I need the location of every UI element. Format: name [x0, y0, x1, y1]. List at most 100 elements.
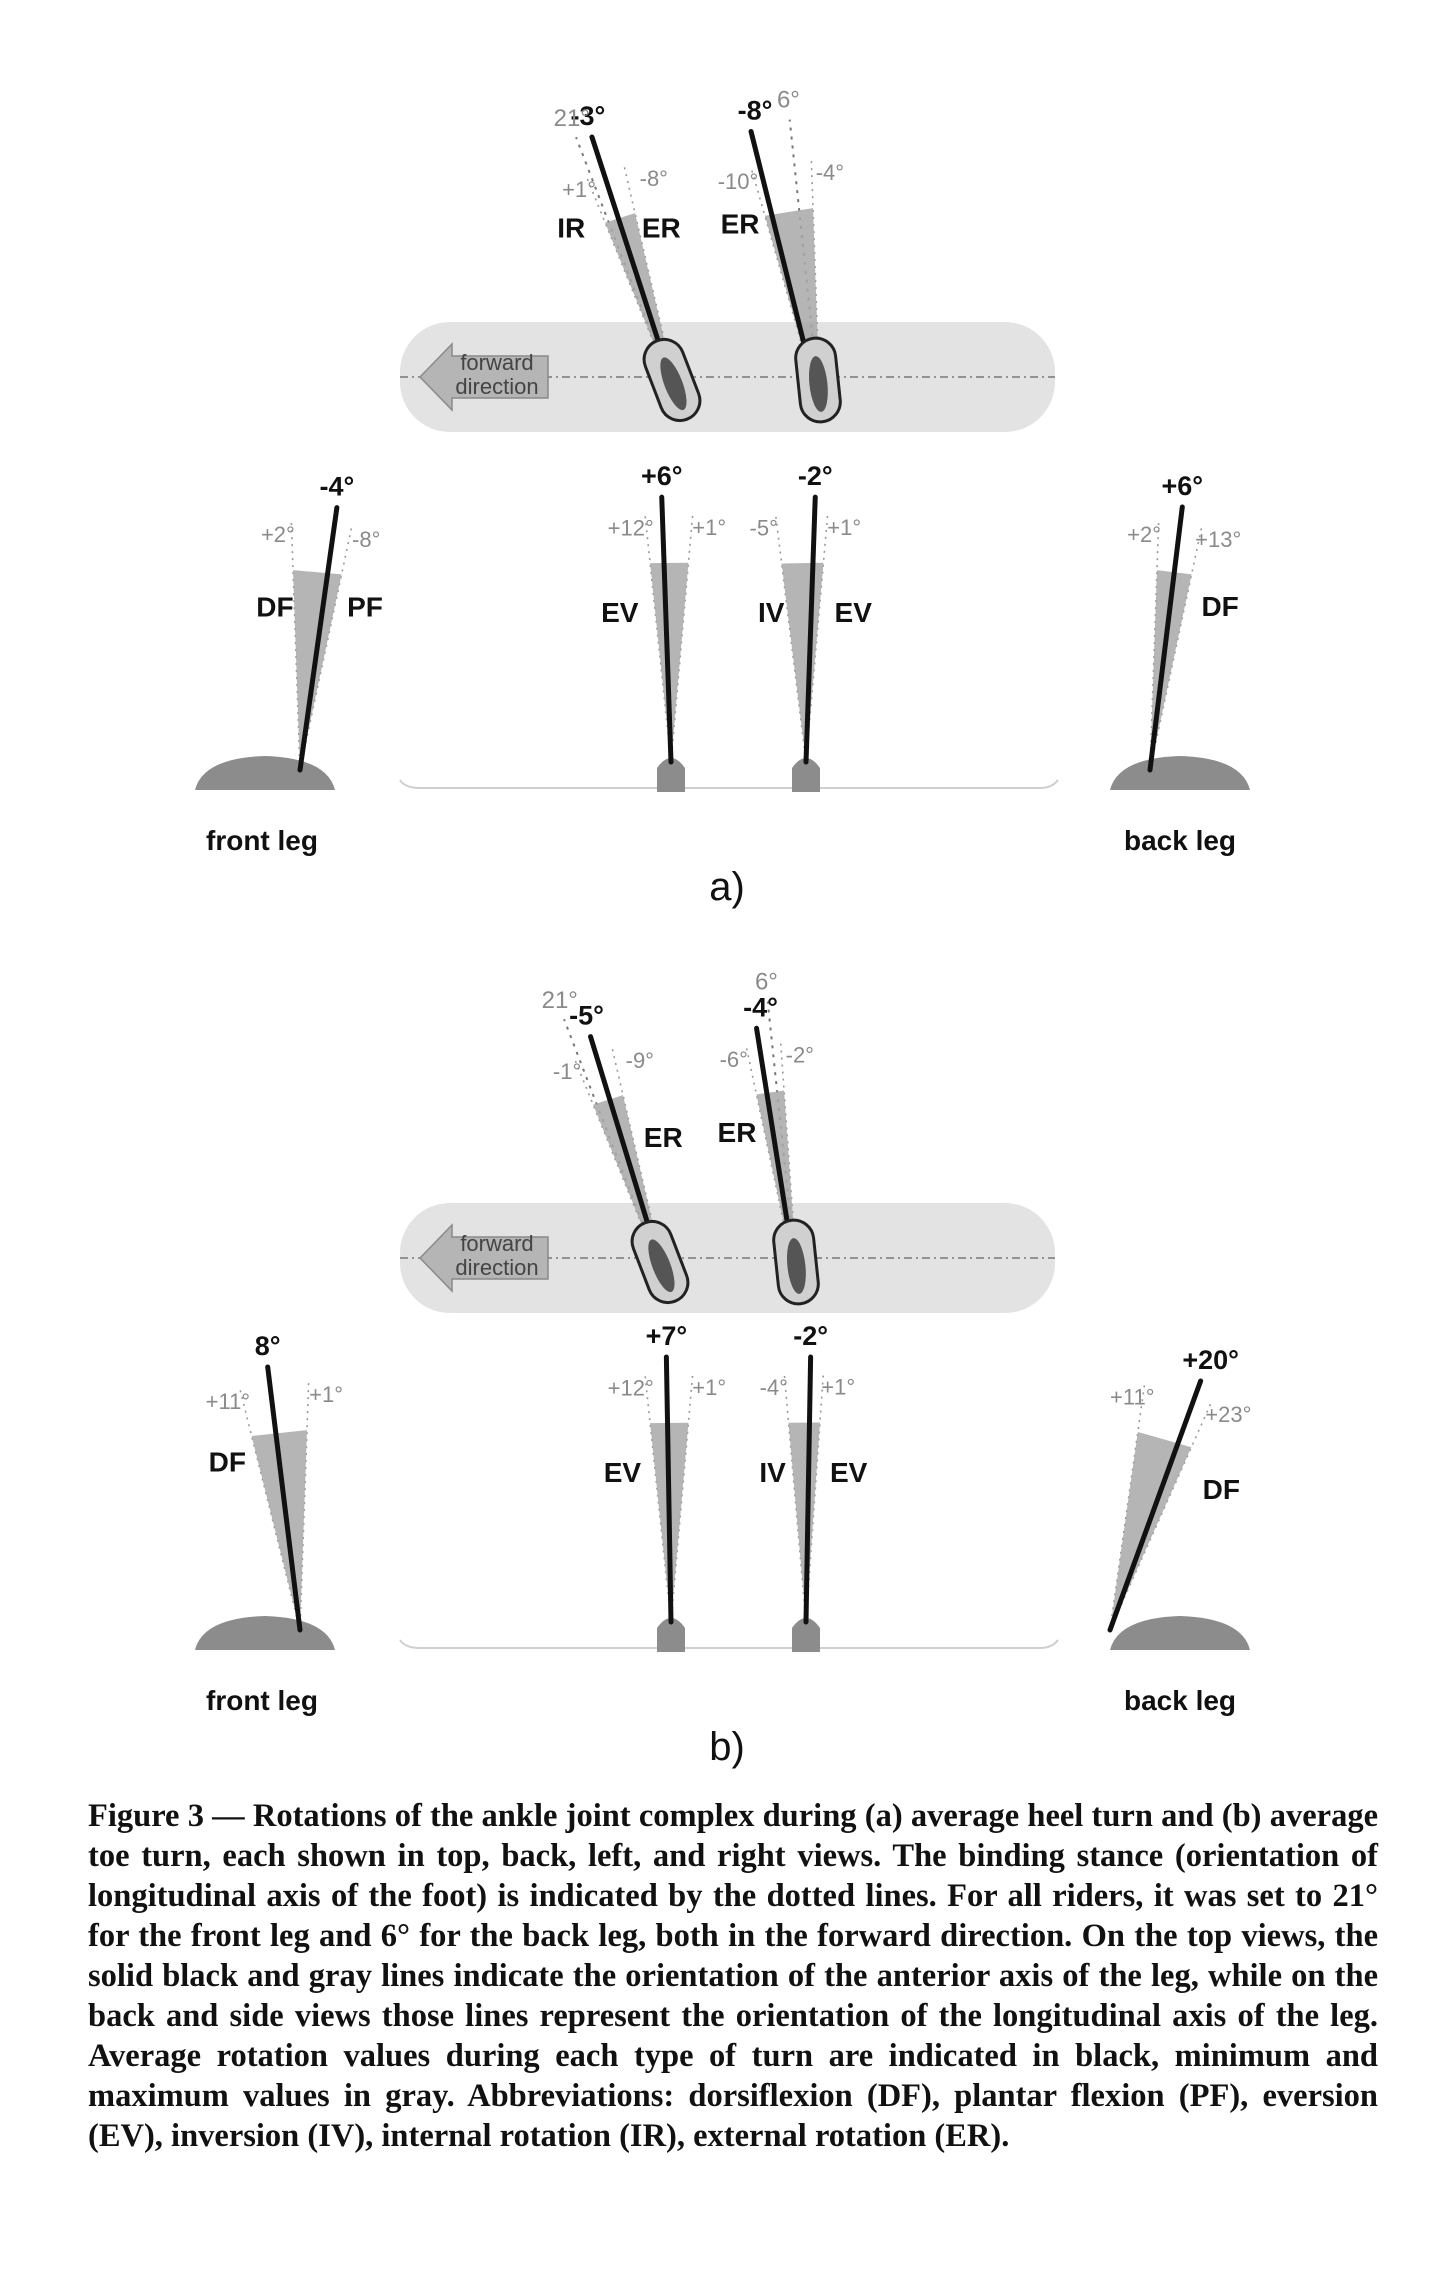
figure-caption: Figure 3 — Rotations of the ankle joint … [88, 1798, 1378, 2154]
panel-a-forward-word: forward [460, 350, 533, 375]
panel-a-direction-word: direction [455, 374, 538, 399]
panel-a-back-leg-average-value: +6° [1161, 471, 1203, 501]
panel-b-back-back-max-value: +1° [821, 1375, 855, 1400]
panel-a-top-front-max-value: -8° [640, 166, 668, 191]
panel-b-forward-arrow [418, 1223, 549, 1293]
panel-a-back-leg-caption: back leg [1124, 825, 1236, 856]
panel-a-front-leg-max-value: -8° [352, 527, 380, 552]
panel-b-forward-word: forward [460, 1231, 533, 1256]
panel-a-forward-arrow [418, 342, 549, 412]
panel-b-back-front-average-line [663, 1354, 674, 1625]
panel-b-back-back-average-line [803, 1354, 814, 1625]
panel-b-top-back-average-value: -4° [743, 992, 778, 1022]
panel-a-front-leg-caption: front leg [206, 825, 318, 856]
panel-a-back-back-max-value: +1° [827, 515, 861, 540]
panel-a-heel-left [657, 758, 685, 792]
panel-b-back-binding [772, 1218, 820, 1306]
panel-b-front-leg-foot [195, 1616, 335, 1650]
panel-b-front-leg-min-value: +11° [206, 1389, 250, 1414]
panel-a-front-leg-range-wedge [293, 570, 342, 770]
panel-b-top-front-right-label: ER [644, 1122, 683, 1153]
panel-b-back-binding-footprint [787, 1238, 806, 1294]
panel-b-top-front-max-value: -9° [626, 1048, 654, 1073]
panel-a-back-back-range-wedge [781, 562, 824, 762]
panel-a-back-back-min-value: -5° [750, 516, 778, 541]
panel-b-top-front-average-value: -5° [569, 1001, 604, 1031]
panel-a-back-leg-foot [1110, 756, 1250, 790]
panel-b-top-front-min-value: -1° [553, 1059, 581, 1084]
panel-b-front-leg-average-line [265, 1364, 303, 1633]
panel-b-back-back-min-value: -4° [760, 1375, 788, 1400]
panel-a-back-front-min-value: +12° [608, 515, 654, 540]
panel-b-back-leg-average-line [1107, 1378, 1204, 1633]
panel-a-back-leg-average-line [1147, 504, 1185, 773]
panel-b-top-back-stance-value: 6° [755, 969, 778, 996]
panel-b-back-leg-max-value: +23° [1205, 1402, 1251, 1427]
panel-b-back-leg-foot [1110, 1616, 1250, 1650]
panel-b-front-binding [630, 1219, 690, 1305]
panel-a-top-back-average-value: -8° [738, 95, 773, 125]
panel-b-back-front-left-label: EV [604, 1457, 642, 1488]
panel-b-back-leg-right-label: DF [1203, 1474, 1240, 1505]
panel-a-front-leg-average-line [297, 505, 340, 773]
panel-a-top-front-right-label: ER [642, 212, 681, 243]
panel-a-back-front-left-label: EV [601, 597, 639, 628]
panel-b-front-leg-max-value: +1° [309, 1382, 343, 1407]
panel-b-ground-line [399, 1639, 1059, 1649]
panel-a-front-leg-right-label: PF [347, 592, 383, 623]
panel-b-back-front-max-value: +1° [692, 1375, 726, 1400]
panel-b-back-back-range-wedge [788, 1422, 820, 1622]
panel-a-back-leg-right-label: DF [1201, 591, 1238, 622]
panel-a-front-leg-min-value: +2° [261, 522, 295, 547]
panel-b-front-leg-left-label: DF [209, 1446, 246, 1477]
panel-b-back-leg-min-value: +11° [1110, 1384, 1154, 1409]
panel-b-direction-word: direction [455, 1255, 538, 1280]
panel-a-panel-label: a) [709, 865, 745, 909]
panel-b-front-leg-caption: front leg [206, 1685, 318, 1716]
panel-b-front-binding-footprint [648, 1239, 675, 1293]
panel-b-back-front-min-value: +12° [608, 1375, 654, 1400]
panel-b-back-leg-average-value: +20° [1182, 1345, 1239, 1375]
panel-b-back-leg-max-guide [1109, 1401, 1213, 1631]
panel-b-panel-label: b) [709, 1725, 745, 1769]
panel-b-heel-right [792, 1618, 820, 1652]
panel-a-back-binding-footprint [809, 356, 828, 412]
panel-b-back-front-average-value: +7° [646, 1321, 688, 1351]
panel-b-front-leg-average-value: 8° [255, 1331, 281, 1361]
panel-b-back-back-right-label: EV [830, 1457, 868, 1488]
panel-a-top-front-min-value: +1° [562, 177, 596, 202]
panel-a-back-front-max-value: +1° [692, 515, 726, 540]
panel-a-back-leg-max-value: +13° [1195, 527, 1241, 552]
panel-a-front-leg-left-label: DF [256, 592, 293, 623]
panel-a-top-front-left-label: IR [557, 212, 585, 243]
panel-a-ground-line [399, 779, 1059, 789]
panel-a-back-leg-range-wedge [1150, 570, 1192, 770]
panel-a-front-binding [642, 337, 702, 423]
panel-b-top-front-stance-value: 21° [542, 987, 578, 1014]
panel-b-back-back-left-label: IV [759, 1457, 786, 1488]
panel-a-back-front-average-value: +6° [641, 461, 683, 491]
panel-b-back-leg-caption: back leg [1124, 1685, 1236, 1716]
panel-a-front-leg-foot [195, 756, 335, 790]
panel-a-top-front-average-value: -3° [571, 101, 606, 131]
panel-b-heel-left [657, 1618, 685, 1652]
panel-a-back-leg-min-value: +2° [1127, 522, 1161, 547]
panel-a-back-back-left-label: IV [758, 597, 785, 628]
panel-a-top-back-min-value: -10° [718, 169, 759, 194]
panel-a-back-back-average-line [803, 494, 818, 765]
panel-a-back-binding [794, 336, 842, 424]
panel-b-top-back-max-value: -2° [786, 1043, 814, 1068]
panel-a-back-front-average-line [659, 494, 674, 765]
panel-a-top-back-stance-value: 6° [777, 87, 800, 114]
panel-b-top-back-min-value: -6° [720, 1047, 748, 1072]
panel-b-top-back-left-label: ER [718, 1117, 757, 1148]
panel-a-front-leg-average-value: -4° [319, 472, 354, 502]
panel-a-back-back-average-value: -2° [798, 461, 833, 491]
panel-b-back-back-average-value: -2° [793, 1321, 828, 1351]
panel-a-top-back-left-label: ER [721, 209, 760, 240]
panel-a-top-back-max-value: -4° [816, 160, 844, 185]
panel-a-front-binding-footprint [660, 357, 687, 411]
